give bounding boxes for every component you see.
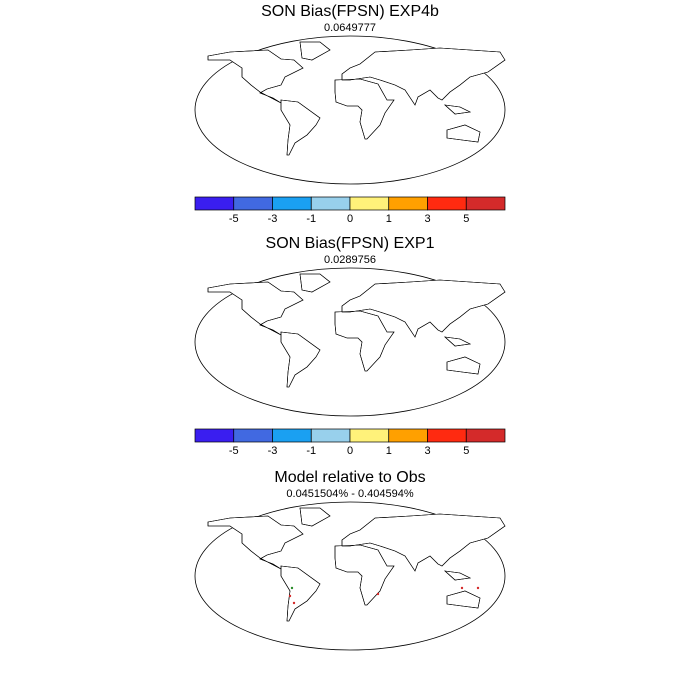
panel: SON Bias(FPSN) EXP1 0.0289756 -5 -3 -1 0 1 3 5 xyxy=(194,235,506,457)
colorbar-label: 3 xyxy=(424,213,430,225)
colorbar-box xyxy=(465,196,506,211)
colorbar-box xyxy=(272,196,312,211)
colorbar-box xyxy=(310,196,351,211)
colorbar-box xyxy=(349,428,390,443)
colorbar-box xyxy=(349,196,390,211)
colorbar-label: -5 xyxy=(229,445,239,457)
map xyxy=(194,35,506,185)
colorbar-box xyxy=(310,428,351,443)
panel-subtitle: 0.0289756 xyxy=(324,254,376,266)
colorbar-box xyxy=(233,428,273,443)
colorbar-box xyxy=(388,428,428,443)
colorbar-box xyxy=(465,428,506,443)
colorbar-label: 3 xyxy=(424,445,430,457)
colorbar-label: -1 xyxy=(306,213,316,225)
panel-subtitle: 0.0649777 xyxy=(324,22,376,34)
panel-title: Model relative to Obs xyxy=(274,469,425,486)
colorbar-box xyxy=(427,428,467,443)
colorbar-label: -1 xyxy=(306,445,316,457)
colorbar-label: 1 xyxy=(386,445,392,457)
colorbar-label: -3 xyxy=(268,213,278,225)
colorbar-label: -3 xyxy=(268,445,278,457)
marker xyxy=(288,594,292,598)
colorbar-box xyxy=(194,428,235,443)
panel-title: SON Bias(FPSN) EXP4b xyxy=(261,3,439,20)
colorbar: -5 -3 -1 0 1 3 5 xyxy=(194,428,506,457)
colorbar-label: -5 xyxy=(229,213,239,225)
colorbar-box xyxy=(194,196,235,211)
colorbar-box xyxy=(388,196,428,211)
colorbar-label: 5 xyxy=(463,213,469,225)
marker xyxy=(460,586,464,590)
panel: SON Bias(FPSN) EXP4b 0.0649777 -5 -3 -1 0 1 3 5 xyxy=(194,3,506,225)
panel-title: SON Bias(FPSN) EXP1 xyxy=(266,235,435,252)
map xyxy=(194,501,506,651)
marker xyxy=(376,592,380,596)
marker xyxy=(476,586,480,590)
colorbar-label: 1 xyxy=(386,213,392,225)
colorbar-box xyxy=(272,428,312,443)
colorbar-label: 0 xyxy=(347,445,353,457)
panel-subtitle: 0.0451504% - 0.404594% xyxy=(286,488,413,500)
colorbar-label: 5 xyxy=(463,445,469,457)
panel: Model relative to Obs 0.0451504% - 0.4045… xyxy=(194,469,506,651)
colorbar-box xyxy=(233,196,273,211)
colorbar-box xyxy=(427,196,467,211)
marker xyxy=(290,586,294,590)
colorbar-label: 0 xyxy=(347,213,353,225)
marker xyxy=(292,601,296,605)
colorbar: -5 -3 -1 0 1 3 5 xyxy=(194,196,506,225)
